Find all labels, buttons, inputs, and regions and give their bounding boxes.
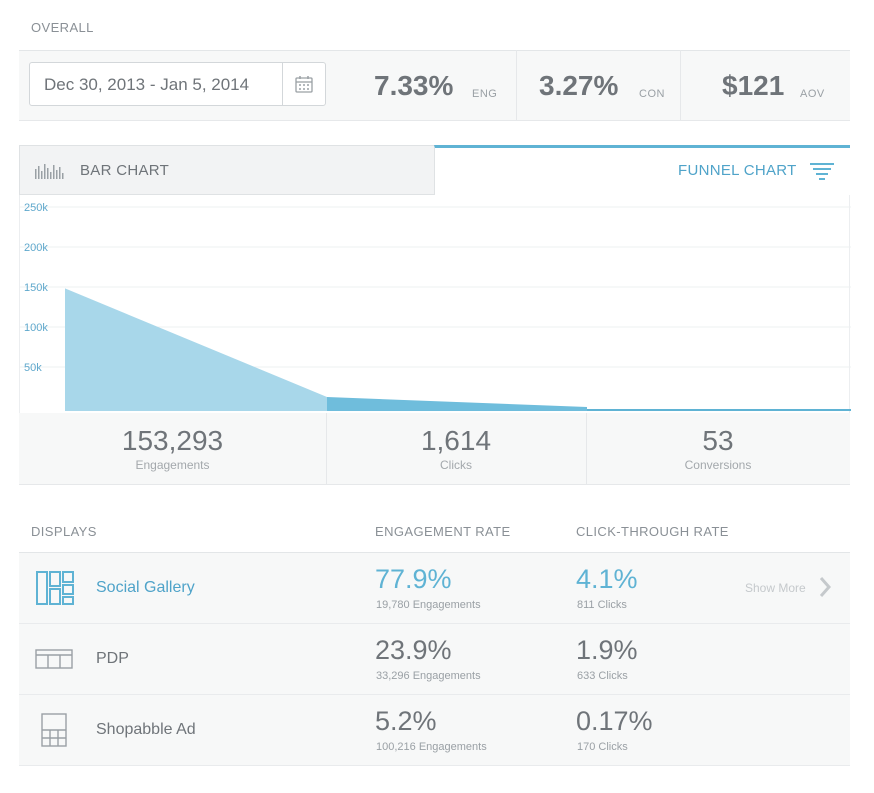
chevron-right-icon[interactable] — [818, 575, 832, 599]
divider — [586, 413, 587, 484]
tab-funnel-chart-label: FUNNEL CHART — [678, 162, 797, 179]
funnel-stat-value: 53 — [702, 425, 734, 456]
tab-bar-chart[interactable]: BAR CHART — [19, 145, 434, 195]
engagement-unit: ENG — [472, 88, 498, 100]
conversion-unit: CON — [639, 88, 665, 100]
aov-unit: AOV — [800, 88, 825, 100]
ctr-value: 0.17% — [576, 706, 653, 736]
funnel-stat-clicks: 1,614 Clicks — [326, 413, 586, 484]
funnel-chart: 250k 200k 150k 100k 50k — [19, 195, 851, 413]
funnel-stat-value: 153,293 — [121, 425, 224, 456]
engagement-rate-value: 77.9% — [375, 564, 452, 594]
ctr-header: CLICK-THROUGH RATE — [576, 524, 729, 539]
ctr-value: 4.1% — [576, 564, 638, 594]
table-row[interactable]: Social Gallery 77.9% 19,780 Engagements … — [19, 553, 850, 624]
funnel-icon — [810, 163, 834, 180]
pdp-icon — [35, 649, 73, 669]
displays-table-header: DISPLAYS ENGAGEMENT RATE CLICK-THROUGH R… — [19, 524, 850, 552]
date-range-value: Dec 30, 2013 - Jan 5, 2014 — [44, 75, 250, 94]
gallery-icon — [36, 571, 74, 605]
display-name[interactable]: PDP — [96, 650, 129, 667]
divider — [19, 552, 850, 553]
calendar-icon — [295, 76, 313, 93]
funnel-segment-conversions — [587, 409, 851, 411]
y-tick-label: 100k — [24, 322, 48, 334]
conversion-value: 3.27% — [539, 70, 619, 101]
table-row[interactable]: Shopabble Ad 5.2% 100,216 Engagements 0.… — [19, 695, 850, 766]
ad-icon — [41, 713, 67, 747]
engagement-rate-header: ENGAGEMENT RATE — [375, 524, 511, 539]
y-tick-label: 50k — [24, 362, 42, 374]
displays-header: DISPLAYS — [31, 524, 97, 539]
engagement-rate-value: 23.9% — [375, 635, 452, 665]
display-name[interactable]: Shopabble Ad — [96, 721, 196, 738]
funnel-segment-engagements — [65, 288, 327, 411]
funnel-stat-label: Clicks — [440, 458, 472, 472]
engagement-rate-value: 5.2% — [375, 706, 437, 736]
overall-label: OVERALL — [31, 20, 94, 35]
calendar-button[interactable] — [282, 63, 325, 105]
funnel-segment-clicks — [327, 397, 587, 411]
y-tick-label: 200k — [24, 242, 48, 254]
divider — [680, 50, 681, 120]
click-count: 633 Clicks — [577, 670, 628, 682]
divider — [19, 50, 850, 51]
funnel-stat-label: Conversions — [684, 458, 752, 472]
funnel-stat-label: Engagements — [135, 458, 210, 472]
divider — [516, 50, 517, 120]
date-range-picker[interactable]: Dec 30, 2013 - Jan 5, 2014 — [29, 62, 326, 106]
funnel-chart-svg: 250k 200k 150k 100k 50k — [20, 202, 851, 411]
click-count: 170 Clicks — [577, 741, 628, 753]
show-more-link[interactable]: Show More — [745, 581, 806, 595]
divider — [326, 413, 327, 484]
funnel-stat-engagements: 153,293 Engagements — [19, 413, 326, 484]
engagement-count: 33,296 Engagements — [376, 670, 481, 682]
engagement-count: 100,216 Engagements — [376, 741, 487, 753]
aov-value: $121 — [722, 70, 785, 101]
display-name[interactable]: Social Gallery — [96, 579, 195, 596]
chart-tabs: BAR CHART FUNNEL CHART — [19, 145, 850, 195]
y-tick-label: 250k — [24, 202, 48, 214]
bar-chart-icon — [35, 164, 64, 179]
tab-funnel-chart[interactable]: FUNNEL CHART — [434, 145, 850, 195]
engagement-value: 7.33% — [374, 70, 454, 101]
ctr-value: 1.9% — [576, 635, 638, 665]
engagement-count: 19,780 Engagements — [376, 599, 481, 611]
click-count: 811 Clicks — [577, 599, 627, 611]
funnel-stats: 153,293 Engagements 1,614 Clicks 53 Conv… — [19, 413, 850, 485]
tab-bar-chart-label: BAR CHART — [80, 162, 170, 179]
y-tick-label: 150k — [24, 282, 48, 294]
table-row[interactable]: PDP 23.9% 33,296 Engagements 1.9% 633 Cl… — [19, 624, 850, 695]
funnel-stat-value: 1,614 — [420, 425, 492, 456]
overall-stats-bar: Dec 30, 2013 - Jan 5, 2014 7.33% ENG — [19, 50, 850, 121]
funnel-stat-conversions: 53 Conversions — [586, 413, 850, 484]
